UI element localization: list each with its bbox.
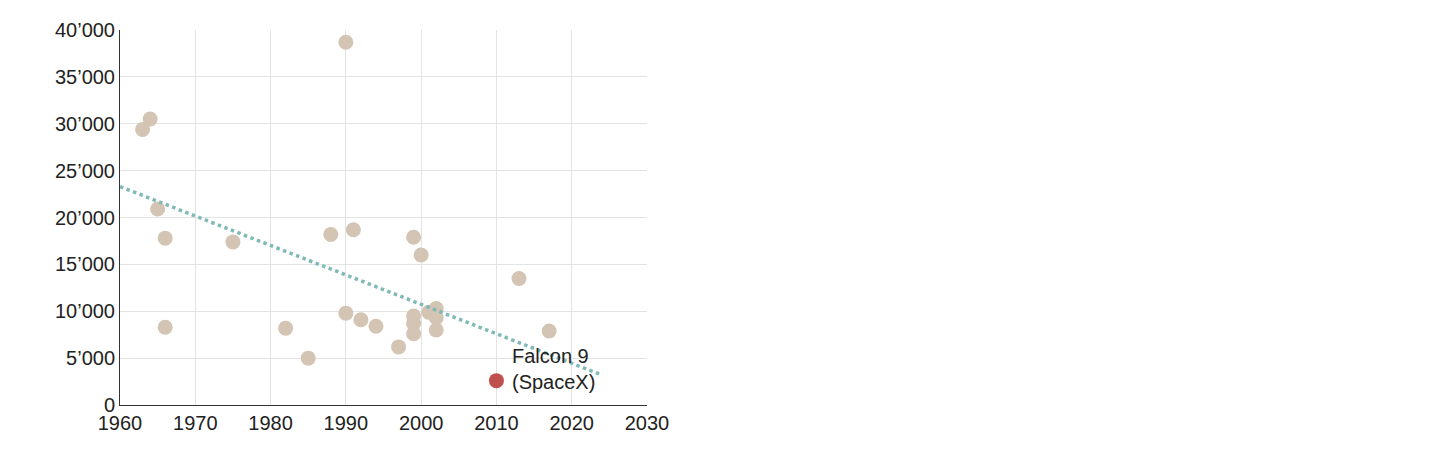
- svg-text:35’000: 35’000: [55, 66, 115, 88]
- svg-text:10’000: 10’000: [55, 300, 115, 322]
- svg-text:2010: 2010: [474, 412, 519, 434]
- svg-text:5’000: 5’000: [66, 347, 115, 369]
- svg-text:2000: 2000: [399, 412, 444, 434]
- svg-text:1990: 1990: [324, 412, 369, 434]
- svg-text:2020: 2020: [549, 412, 594, 434]
- svg-text:15’000: 15’000: [55, 253, 115, 275]
- svg-text:30’000: 30’000: [55, 113, 115, 135]
- svg-text:20’000: 20’000: [55, 207, 115, 229]
- svg-text:40’000: 40’000: [55, 19, 115, 41]
- svg-text:1960: 1960: [98, 412, 143, 434]
- svg-text:1980: 1980: [248, 412, 293, 434]
- svg-text:0: 0: [104, 394, 115, 416]
- svg-text:2030: 2030: [625, 412, 670, 434]
- svg-text:1970: 1970: [173, 412, 218, 434]
- svg-text:Falcon 9(SpaceX): Falcon 9(SpaceX): [512, 345, 595, 393]
- svg-text:25’000: 25’000: [55, 160, 115, 182]
